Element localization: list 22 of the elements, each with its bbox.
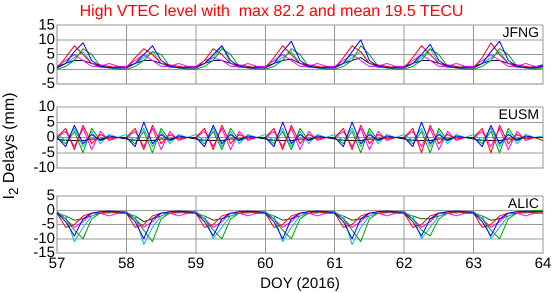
y-tick-label: 0 [46,60,55,78]
y-tick-label: 0 [46,128,55,146]
x-tick-label: 61 [326,255,344,272]
x-tick-label: 62 [396,255,412,272]
y-tick-label: 10 [38,31,55,48]
x-axis-title: DOY (2016) [260,275,340,292]
annotation: ALIC [508,194,539,211]
annotation: JFNG [502,24,539,40]
x-tick-label: 60 [256,255,274,272]
chart-title: High VTEC level with max 82.2 and mean 19.5 TECU [80,3,464,20]
y-tick-label: 5 [46,113,55,130]
y-tick-label: -10 [33,159,55,176]
y-tick-label: -5 [42,144,55,161]
x-tick-label: 58 [118,255,135,272]
x-tick-label: 64 [534,255,552,272]
y-tick-label: 15 [38,16,55,34]
y-tick-label: 10 [38,98,55,116]
y-tick-label: -5 [42,75,55,92]
x-tick-label: 63 [465,255,482,272]
y-tick-label: 5 [46,46,55,63]
annotation: EUSM [498,106,539,122]
x-tick-label: 59 [188,255,204,272]
